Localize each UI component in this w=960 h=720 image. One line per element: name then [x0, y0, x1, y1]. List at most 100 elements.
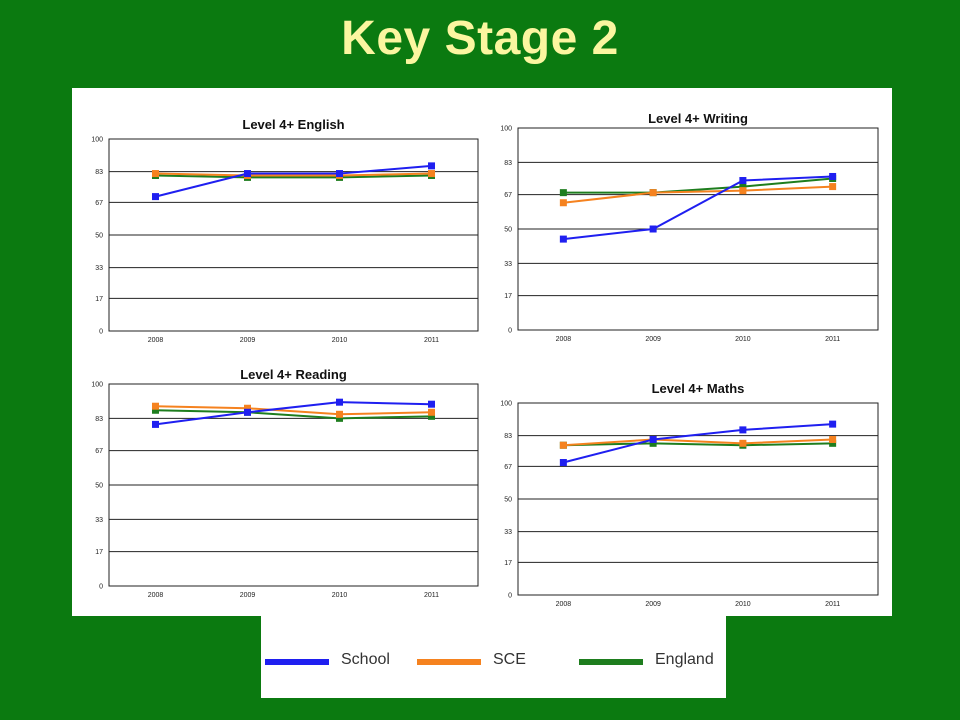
y-tick-label: 0: [99, 584, 103, 591]
x-tick-label: 2011: [825, 601, 840, 608]
x-tick-label: 2009: [645, 601, 661, 608]
y-tick-label: 67: [95, 448, 103, 455]
legend-label: School: [341, 651, 390, 668]
x-tick-label: 2010: [735, 601, 751, 608]
data-point-school-2008: [559, 459, 567, 467]
y-tick-label: 50: [504, 497, 512, 504]
data-point-school-2011: [428, 400, 436, 408]
x-tick-label: 2008: [556, 601, 572, 608]
data-point-school-2009: [243, 170, 251, 178]
x-tick-label: 2011: [424, 592, 439, 599]
series-line-sce: [155, 405, 432, 416]
y-tick-label: 50: [504, 227, 512, 234]
series-school: [559, 172, 837, 243]
data-point-sce-2009: [649, 189, 657, 197]
series-line-england: [155, 409, 432, 420]
data-point-sce-2008: [559, 199, 567, 207]
series-school: [151, 398, 436, 428]
series-line-school: [155, 164, 432, 198]
data-point-school-2010: [739, 177, 747, 185]
x-tick-label: 2008: [148, 592, 164, 599]
data-point-sce-2008: [151, 170, 159, 178]
charts-canvas: Level 4+ English 0 17 33 50 67 83 100 2008 2009 20…: [91, 111, 879, 608]
data-point-school-2009: [649, 225, 657, 233]
series-line-school: [563, 175, 833, 241]
chart-title: Level 4+ English: [242, 117, 344, 132]
data-point-sce-2008: [151, 402, 159, 410]
series-line-england: [155, 174, 432, 179]
legend: School SCE England: [265, 651, 714, 668]
data-point-school-2010: [739, 426, 747, 434]
y-tick-label: 17: [95, 549, 103, 556]
legend-panel: School SCE England: [261, 616, 726, 698]
x-tick-label: 2009: [645, 336, 661, 343]
series-school: [151, 162, 436, 201]
y-tick-label: 100: [91, 382, 103, 389]
chart-title: Level 4+ Writing: [648, 111, 748, 126]
data-point-england-2010: [336, 414, 344, 422]
data-point-sce-2011: [829, 435, 837, 443]
series-sce: [559, 183, 837, 207]
y-tick-label: 0: [508, 593, 512, 600]
y-tick-label: 100: [91, 137, 103, 144]
series-line-school: [563, 423, 833, 464]
data-point-sce-2009: [243, 404, 251, 412]
data-point-england-2010: [739, 183, 747, 191]
chart-panel: Level 4+ English 0 17 33 50 67 83 100 2008 2009 20…: [72, 88, 892, 616]
series-sce: [151, 402, 436, 418]
data-point-england-2008: [559, 189, 567, 197]
y-tick-label: 83: [504, 160, 512, 167]
data-point-school-2009: [649, 435, 657, 443]
plot-frame: [108, 138, 479, 332]
chart-level-4-maths: Level 4+ Maths 0 17 33 50 67 83 100 2008 2009 2010…: [500, 381, 879, 608]
x-tick-label: 2011: [424, 337, 439, 344]
legend-item-school: School: [265, 651, 390, 668]
series-line-sce: [563, 438, 833, 447]
series-line-sce: [563, 185, 833, 204]
series-school: [559, 420, 837, 467]
y-tick-label: 100: [500, 126, 512, 133]
data-point-sce-2008: [559, 441, 567, 449]
legend-item-england: England: [579, 651, 714, 668]
y-tick-label: 83: [504, 433, 512, 440]
legend-item-sce: SCE: [417, 651, 526, 668]
x-tick-label: 2009: [240, 337, 256, 344]
y-tick-label: 33: [95, 517, 103, 524]
chart-level-4-writing: Level 4+ Writing 0 17 33 50 67 83 100 2008 2009 20…: [500, 111, 879, 343]
legend-label: England: [655, 651, 714, 668]
x-tick-label: 2008: [556, 336, 572, 343]
y-tick-label: 33: [95, 265, 103, 272]
data-point-england-2008: [151, 406, 159, 414]
y-tick-label: 67: [504, 464, 512, 471]
series-line-sce: [155, 172, 432, 177]
x-tick-label: 2010: [332, 592, 348, 599]
plot-frame: [517, 402, 879, 596]
series-line-england: [563, 442, 833, 447]
y-tick-label: 0: [508, 328, 512, 335]
data-point-england-2009: [649, 439, 657, 447]
series-line-england: [563, 177, 833, 194]
data-point-england-2011: [829, 439, 837, 447]
series-line-school: [155, 401, 432, 426]
y-tick-label: 17: [504, 560, 512, 567]
plot-frame: [108, 383, 479, 587]
data-point-school-2008: [559, 235, 567, 243]
y-tick-label: 83: [95, 169, 103, 176]
x-tick-label: 2011: [825, 336, 840, 343]
x-tick-label: 2009: [240, 592, 256, 599]
slide-title: Key Stage 2: [341, 12, 619, 65]
data-point-sce-2010: [336, 410, 344, 418]
y-tick-label: 17: [95, 296, 103, 303]
y-tick-label: 100: [500, 401, 512, 408]
data-point-school-2010: [336, 170, 344, 178]
y-tick-label: 50: [95, 233, 103, 240]
chart-title: Level 4+ Maths: [652, 381, 745, 396]
x-tick-label: 2010: [735, 336, 751, 343]
x-tick-label: 2008: [148, 337, 164, 344]
data-point-sce-2011: [428, 170, 436, 178]
plot-frame: [517, 127, 879, 331]
x-tick-label: 2010: [332, 337, 348, 344]
data-point-school-2011: [829, 420, 837, 428]
y-tick-label: 67: [95, 200, 103, 207]
chart-title: Level 4+ Reading: [240, 367, 347, 382]
